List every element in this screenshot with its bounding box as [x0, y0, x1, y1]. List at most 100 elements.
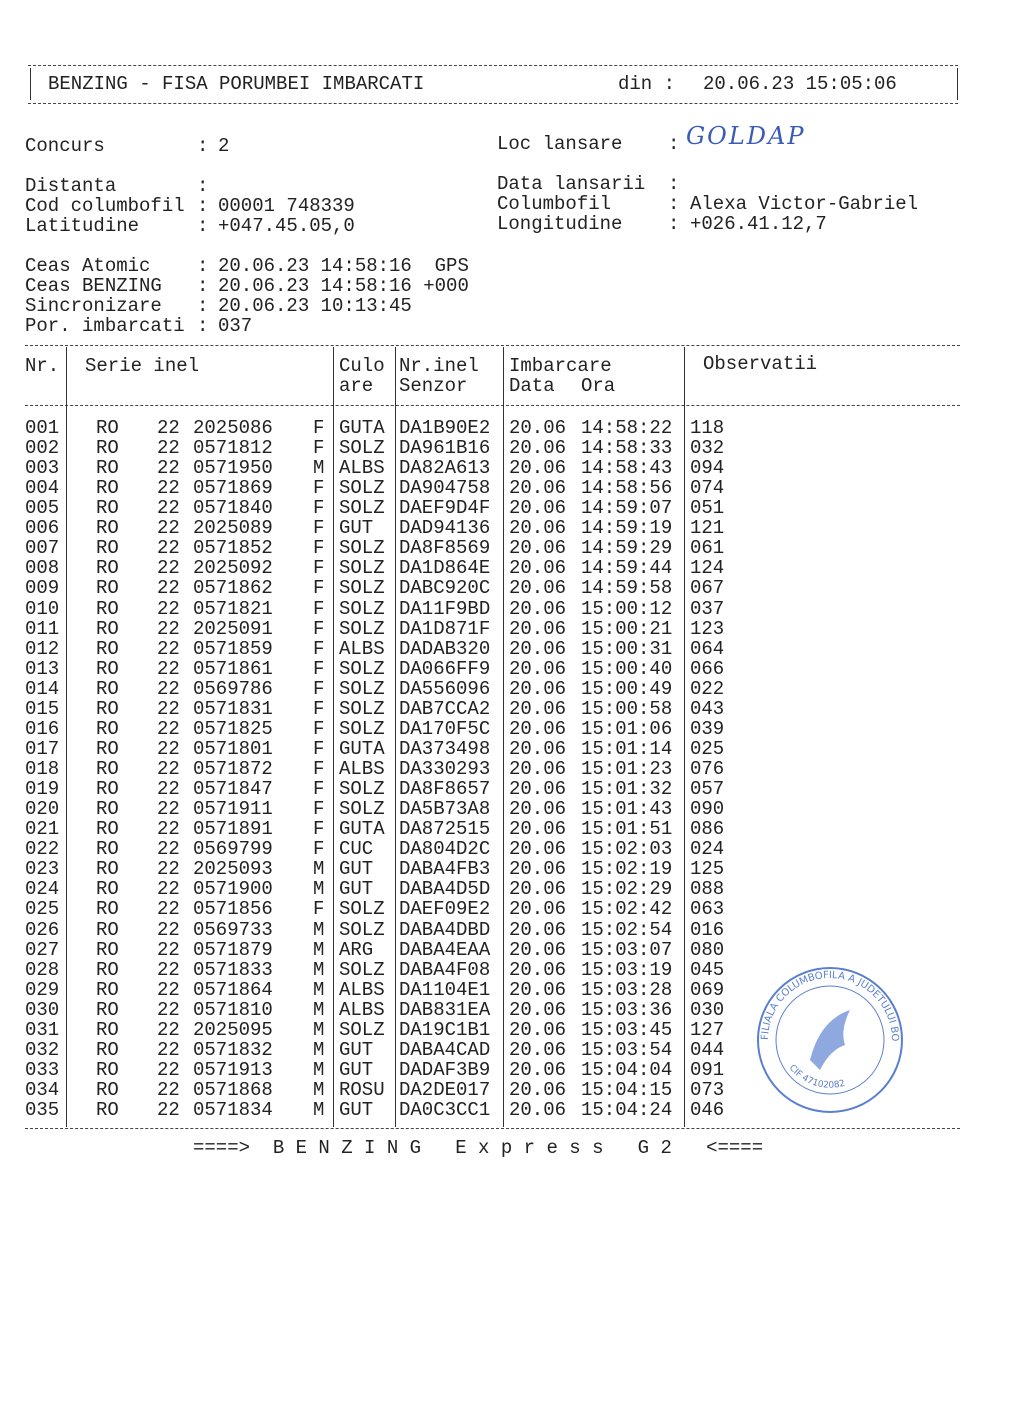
column-header: Data: [509, 375, 555, 397]
ring-number: 0571801: [193, 737, 273, 760]
row-number: 017: [25, 737, 60, 760]
ring-number: 0571869: [193, 477, 273, 500]
row-number: 024: [25, 878, 60, 901]
ring-number: 0571859: [193, 637, 273, 660]
row-number: 004: [25, 477, 60, 500]
time: 15:03:36: [581, 998, 673, 1021]
ring-number: 0571911: [193, 798, 273, 821]
observation: 061: [690, 537, 725, 560]
observation: 074: [690, 477, 725, 500]
year: 22: [157, 958, 180, 981]
color: SOLZ: [339, 958, 385, 981]
column-header: Nr.: [25, 355, 60, 377]
observation: 076: [690, 758, 725, 781]
rule: [25, 1128, 960, 1129]
year: 22: [157, 978, 180, 1001]
ring-number: 0571825: [193, 717, 273, 740]
color: SOLZ: [339, 577, 385, 600]
country: RO: [96, 878, 119, 901]
rule: [333, 347, 334, 1127]
color: SOLZ: [339, 677, 385, 700]
time: 14:58:43: [581, 457, 673, 480]
sex: F: [313, 497, 325, 520]
color: SOLZ: [339, 898, 385, 921]
ring-number: 0571868: [193, 1078, 273, 1101]
title: BENZING - FISA PORUMBEI IMBARCATI: [48, 73, 425, 95]
column-header: Serie inel: [85, 355, 200, 377]
sex: F: [313, 677, 325, 700]
sensor: DA1D871F: [399, 617, 491, 640]
observation: 123: [690, 617, 725, 640]
time: 15:01:14: [581, 737, 673, 760]
country: RO: [96, 1018, 119, 1041]
year: 22: [157, 617, 180, 640]
color: SOLZ: [339, 477, 385, 500]
color: GUT: [339, 858, 374, 881]
country: RO: [96, 617, 119, 640]
country: RO: [96, 1078, 119, 1101]
color: SOLZ: [339, 657, 385, 680]
sex: M: [313, 1038, 325, 1061]
sex: M: [313, 918, 325, 941]
row-number: 018: [25, 758, 60, 781]
rule: [25, 405, 960, 406]
ring-number: 2025092: [193, 557, 273, 580]
rule: [66, 347, 67, 1127]
time: 15:00:49: [581, 677, 673, 700]
sensor: DAEF09E2: [399, 898, 491, 921]
color: ALBS: [339, 758, 385, 781]
time: 14:59:19: [581, 517, 673, 540]
sensor: DA373498: [399, 737, 491, 760]
color: SOLZ: [339, 617, 385, 640]
country: RO: [96, 838, 119, 861]
year: 22: [157, 998, 180, 1021]
year: 22: [157, 798, 180, 821]
clock-value: 037: [218, 315, 253, 337]
ring-number: 0571847: [193, 778, 273, 801]
observation: 066: [690, 657, 725, 680]
date: 20.06: [509, 637, 567, 660]
row-number: 025: [25, 898, 60, 921]
color: ALBS: [339, 457, 385, 480]
date: 20.06: [509, 918, 567, 941]
time: 15:02:03: [581, 838, 673, 861]
year: 22: [157, 697, 180, 720]
year: 22: [157, 838, 180, 861]
row-number: 002: [25, 437, 60, 460]
observation: 063: [690, 898, 725, 921]
date: 20.06: [509, 938, 567, 961]
country: RO: [96, 758, 119, 781]
separator: :: [197, 175, 209, 197]
time: 15:00:12: [581, 597, 673, 620]
country: RO: [96, 637, 119, 660]
color: SOLZ: [339, 717, 385, 740]
time: 15:03:54: [581, 1038, 673, 1061]
year: 22: [157, 517, 180, 540]
date: 20.06: [509, 677, 567, 700]
date: 20.06: [509, 958, 567, 981]
date: 20.06: [509, 537, 567, 560]
date: 20.06: [509, 978, 567, 1001]
clock-value: 20.06.23 10:13:45: [218, 295, 412, 317]
row-number: 028: [25, 958, 60, 981]
rule: [503, 347, 504, 1127]
time: 15:04:04: [581, 1058, 673, 1081]
sex: F: [313, 617, 325, 640]
year: 22: [157, 1018, 180, 1041]
date: 20.06: [509, 838, 567, 861]
ring-number: 0569786: [193, 677, 273, 700]
rule: [25, 345, 960, 346]
row-number: 010: [25, 597, 60, 620]
observation: 121: [690, 517, 725, 540]
field-value: +026.41.12,7: [690, 213, 827, 235]
date: 20.06: [509, 898, 567, 921]
time: 15:03:07: [581, 938, 673, 961]
stamp-text: FILIALA COLUMBOFILA A JUDETULUI BOTOSANI…: [740, 950, 900, 1042]
separator: :: [668, 173, 680, 195]
ring-number: 2025095: [193, 1018, 273, 1041]
sensor: DABA4DBD: [399, 918, 491, 941]
year: 22: [157, 597, 180, 620]
color: SOLZ: [339, 697, 385, 720]
field-label: Cod columbofil: [25, 195, 185, 217]
